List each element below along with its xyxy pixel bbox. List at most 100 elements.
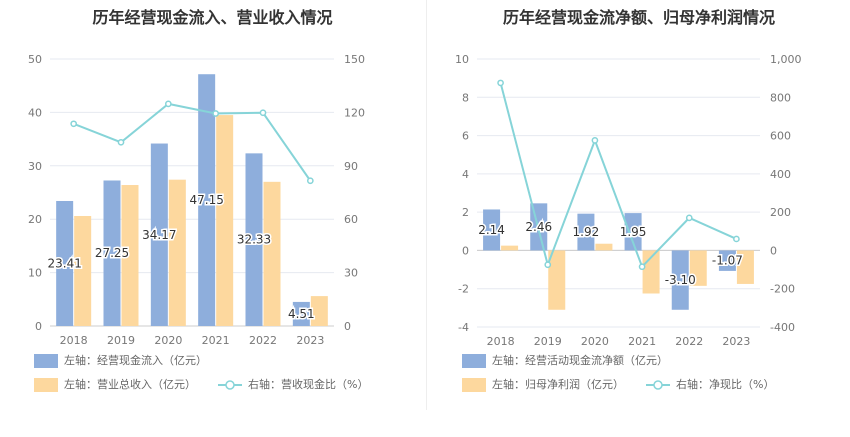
data-label: 34.17 (142, 228, 176, 242)
data-label: 1.92 (573, 225, 600, 239)
data-label: 23.41 (47, 256, 81, 270)
right-axis-tick-label: 400 (770, 168, 791, 181)
data-label: -3.10 (665, 273, 696, 287)
legend-label: 右轴：营收现金比（%） (248, 378, 369, 391)
bar (168, 179, 186, 326)
data-label: 47.15 (189, 193, 223, 207)
legend-line-icon (646, 380, 670, 390)
x-axis-tick-label: 2023 (722, 335, 750, 348)
line-point (306, 177, 314, 185)
line-point (259, 109, 267, 117)
bar (56, 200, 74, 326)
left-axis-tick-label: -2 (458, 283, 469, 296)
legend-label: 左轴：归母净利润（亿元） (492, 378, 624, 391)
left-axis-tick-label: 0 (462, 244, 469, 257)
right-axis-tick-label: 150 (344, 53, 365, 66)
data-label: 27.25 (95, 246, 129, 260)
bar (595, 243, 613, 251)
right-axis-tick-label: 600 (770, 130, 791, 143)
right-axis-tick-label: 120 (344, 106, 365, 119)
x-axis-tick-label: 2019 (107, 334, 135, 347)
bar (310, 296, 328, 326)
x-axis-tick-label: 2018 (60, 334, 88, 347)
x-axis-tick-label: 2022 (675, 335, 703, 348)
legend-swatch (34, 378, 58, 392)
chart-title: 历年经营现金流净额、归母净利润情况 (502, 8, 775, 27)
bar (718, 250, 736, 271)
bar (548, 250, 566, 310)
chart-panel-cash-inflow-revenue: 历年经营现金流入、营业收入情况 0 10 20 30 40 50 0 30 60 90 120 150… (28, 8, 369, 392)
x-axis-tick-label: 2022 (249, 334, 277, 347)
x-axis-tick-label: 2023 (296, 334, 324, 347)
line-point (497, 79, 504, 87)
data-label: 2.14 (478, 223, 505, 237)
right-axis-tick-label: 90 (344, 160, 358, 173)
line-point (117, 138, 125, 146)
left-axis-tick-label: 2 (462, 206, 469, 219)
right-axis-tick-label: -400 (770, 321, 795, 334)
right-axis-tick-label: 1,000 (770, 53, 802, 66)
legend-marker (225, 380, 235, 390)
bar (689, 250, 707, 286)
data-label: 4.51 (288, 307, 315, 321)
left-axis-tick-label: -4 (458, 321, 469, 334)
left-axis-tick-label: 4 (462, 168, 469, 181)
line-point (70, 120, 78, 128)
line-point (164, 100, 172, 108)
x-axis-tick-label: 2021 (202, 334, 230, 347)
left-axis-tick-label: 20 (28, 213, 42, 226)
left-axis-tick-label: 40 (28, 106, 42, 119)
bar (245, 153, 263, 326)
line-point (544, 261, 552, 269)
bar (198, 74, 216, 327)
right-axis-tick-label: 200 (770, 206, 791, 219)
left-axis-tick-label: 8 (462, 91, 469, 104)
line-point (638, 263, 646, 271)
bar (103, 180, 121, 326)
bar (263, 181, 281, 326)
left-axis-tick-label: 50 (28, 53, 42, 66)
bar (150, 143, 168, 326)
bar (121, 185, 139, 326)
left-axis-tick-label: 30 (28, 160, 42, 173)
bar (292, 301, 310, 326)
chart-plot: -4 -2 0 2 4 6 8 10 -400 -200 0 200 400 600 800 1,000 2.1… (455, 53, 802, 348)
left-axis-tick-label: 6 (462, 130, 469, 143)
left-axis-tick-label: 10 (455, 53, 469, 66)
right-axis-tick-label: 30 (344, 267, 358, 280)
x-axis-tick-label: 2021 (628, 335, 656, 348)
line-point (685, 214, 693, 222)
panel-divider (426, 0, 427, 410)
right-axis-tick-label: 60 (344, 213, 358, 226)
right-axis-tick-label: 800 (770, 91, 791, 104)
line-point (591, 137, 599, 144)
legend-line-icon (218, 380, 242, 390)
series-line (499, 82, 737, 269)
bar (216, 115, 234, 326)
left-axis-tick-label: 0 (35, 320, 42, 333)
x-axis-tick-label: 2020 (154, 334, 182, 347)
x-axis-tick-label: 2019 (534, 335, 562, 348)
legend-label: 左轴：经营现金流入（亿元） (64, 354, 207, 367)
data-label: 32.33 (237, 233, 271, 247)
chart-panel-net-cash-profit: 历年经营现金流净额、归母净利润情况 -4 -2 0 2 4 6 8 10 -400 -200 0 20… (428, 0, 850, 437)
bar (736, 250, 754, 284)
bar (501, 245, 519, 251)
bar (671, 250, 689, 310)
line-point (212, 110, 220, 117)
bar (577, 213, 595, 251)
legend-swatch (462, 378, 486, 392)
data-label: 2.46 (525, 220, 552, 234)
left-axis-tick-label: 10 (28, 267, 42, 280)
chart-plot: 0 10 20 30 40 50 0 30 60 90 120 150 23.41 27.25 34.17 4… (28, 53, 365, 347)
data-label: -1.07 (712, 254, 743, 268)
legend-label: 左轴：经营活动现金流净额（亿元） (492, 354, 668, 367)
legend-swatch (34, 354, 58, 368)
series-line (73, 102, 312, 182)
line-point (733, 235, 740, 243)
legend-label: 右轴：净现比（%） (676, 378, 775, 391)
legend-marker (653, 380, 663, 390)
chart-title: 历年经营现金流入、营业收入情况 (92, 8, 333, 27)
legend-label: 左轴：营业总收入（亿元） (64, 378, 196, 391)
x-axis-tick-label: 2020 (581, 335, 609, 348)
